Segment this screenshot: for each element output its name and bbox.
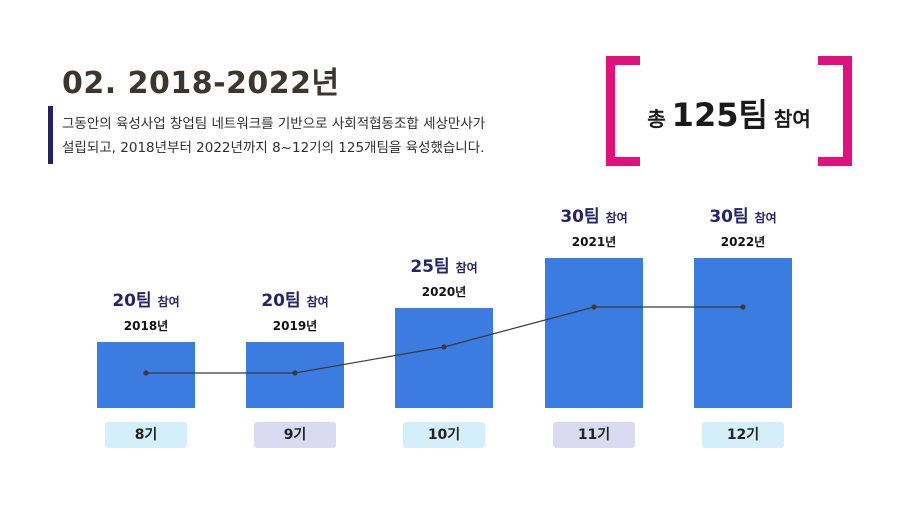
bar <box>395 308 493 408</box>
bar-value-label: 20팀 참여 <box>261 291 328 311</box>
bar-value-word: 참여 <box>158 294 180 309</box>
description-accent-bar <box>48 106 53 164</box>
cohort-chip: 9기 <box>254 422 336 448</box>
bar-value-label: 20팀 참여 <box>112 291 179 311</box>
trend-point <box>441 344 447 350</box>
bar-value-label: 30팀 참여 <box>709 207 776 227</box>
bar-category-label: 2018년 <box>124 319 168 333</box>
trend-point <box>143 370 149 376</box>
bar-value-word: 참여 <box>307 294 329 309</box>
description-line-2: 설립되고, 2018년부터 2022년까지 8~12기의 125개팀을 육성했습… <box>62 140 485 156</box>
bar-value-number: 20팀 <box>112 291 157 311</box>
cohort-chip: 10기 <box>403 422 485 448</box>
cohort-chip: 8기 <box>105 422 187 448</box>
bar-category-label: 2021년 <box>572 235 616 249</box>
total-number: 125팀 <box>671 96 768 134</box>
total-badge-text: 총 125팀 참여 <box>606 90 852 136</box>
total-badge: 총 125팀 참여 <box>606 56 852 166</box>
bar-value-number: 20팀 <box>261 291 306 311</box>
description-line-1: 그동안의 육성사업 창업팀 네트워크를 기반으로 사회적협동조합 세상만사가 <box>62 116 486 132</box>
cohort-chip: 12기 <box>702 422 784 448</box>
bar-value-label: 25팀 참여 <box>410 257 477 277</box>
bar-value-word: 참여 <box>606 210 628 225</box>
description: 그동안의 육성사업 창업팀 네트워크를 기반으로 사회적협동조합 세상만사가 설… <box>62 112 582 160</box>
left-bracket <box>606 56 640 166</box>
page-title: 02. 2018-2022년 <box>62 66 340 101</box>
total-suffix: 참여 <box>773 107 811 131</box>
bar-category-label: 2020년 <box>422 285 466 299</box>
bar-value-word: 참여 <box>755 210 777 225</box>
total-prefix: 총 <box>647 107 666 131</box>
trend-point <box>292 370 298 376</box>
trend-point <box>591 304 597 310</box>
bar-value-number: 25팀 <box>410 257 455 277</box>
bar-value-number: 30팀 <box>709 207 754 227</box>
bar-value-label: 30팀 참여 <box>560 207 627 227</box>
cohort-chip: 11기 <box>553 422 635 448</box>
bar <box>545 258 643 408</box>
bar-category-label: 2019년 <box>273 319 317 333</box>
right-bracket <box>818 56 852 166</box>
bar <box>694 258 792 408</box>
trend-point <box>740 304 746 310</box>
bar-category-label: 2022년 <box>721 235 765 249</box>
bar-value-word: 참여 <box>456 260 478 275</box>
bar-value-number: 30팀 <box>560 207 605 227</box>
